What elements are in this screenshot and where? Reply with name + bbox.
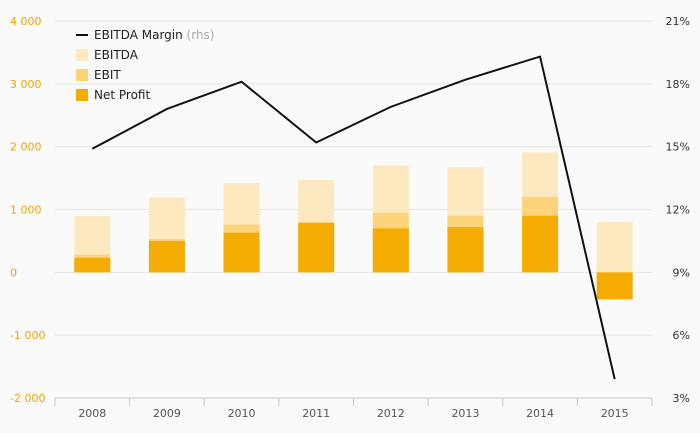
net-profit-bar — [223, 232, 260, 273]
legend-label: EBITDA Margin (rhs) — [94, 28, 215, 42]
legend-item-ebit: EBIT — [76, 68, 121, 82]
y-right-tick-label: 12% — [666, 204, 690, 217]
legend-label: Net Profit — [94, 88, 150, 102]
x-tick-label: 2015 — [601, 407, 629, 420]
x-tick-label: 2013 — [451, 407, 479, 420]
x-tick-label: 2014 — [526, 407, 554, 420]
legend-swatch — [76, 69, 88, 81]
ebitda-margin-line — [91, 55, 616, 380]
net-profit-bar — [447, 227, 484, 273]
y-right-tick-label: 9% — [673, 266, 690, 279]
legend-label-suffix: (rhs) — [187, 28, 215, 42]
y-left-tick-label: 2 000 — [10, 141, 42, 154]
net-profit-bar — [596, 272, 633, 300]
y-right-tick-label: 3% — [673, 392, 690, 405]
x-tick-label: 2011 — [302, 407, 330, 420]
legend-swatch — [76, 49, 88, 61]
legend-label: EBIT — [94, 68, 121, 82]
y-left-tick-label: -1 000 — [10, 329, 45, 342]
y-left-tick-label: 0 — [10, 266, 17, 279]
axes: -2 000 -1 000 0 1 000 2 000 3 000 4 000 3% 6% 9% 1… — [10, 15, 690, 420]
bars — [74, 152, 633, 300]
net-profit-bar — [74, 257, 111, 273]
legend-item-ebitda-margin: EBITDA Margin (rhs) — [76, 28, 215, 42]
legend-label: EBITDA — [94, 48, 139, 62]
y-right-tick-label: 21% — [666, 15, 690, 28]
x-tick-label: 2012 — [377, 407, 405, 420]
x-tick-label: 2009 — [153, 407, 181, 420]
y-right-tick-label: 15% — [666, 141, 690, 154]
margin-line — [91, 55, 616, 380]
gridlines — [55, 20, 652, 336]
net-profit-bar — [522, 215, 559, 273]
legend-item-net-profit: Net Profit — [76, 88, 150, 102]
y-left-tick-label: 3 000 — [10, 78, 42, 91]
x-tick-label: 2010 — [228, 407, 256, 420]
y-right-tick-label: 18% — [666, 78, 690, 91]
net-profit-bar — [298, 222, 335, 273]
ebitda-bar — [596, 222, 633, 273]
net-profit-bar — [372, 228, 409, 273]
legend: EBITDA Margin (rhs) EBITDA EBIT Net Profit — [76, 28, 215, 102]
legend-item-ebitda: EBITDA — [76, 48, 139, 62]
y-left-tick-label: 1 000 — [10, 204, 42, 217]
y-right-tick-label: 6% — [673, 329, 690, 342]
net-profit-bar — [148, 240, 185, 273]
y-left-tick-label: 4 000 — [10, 15, 42, 28]
legend-swatch — [76, 89, 88, 101]
y-left-tick-label: -2 000 — [10, 392, 45, 405]
x-tick-label: 2008 — [78, 407, 106, 420]
